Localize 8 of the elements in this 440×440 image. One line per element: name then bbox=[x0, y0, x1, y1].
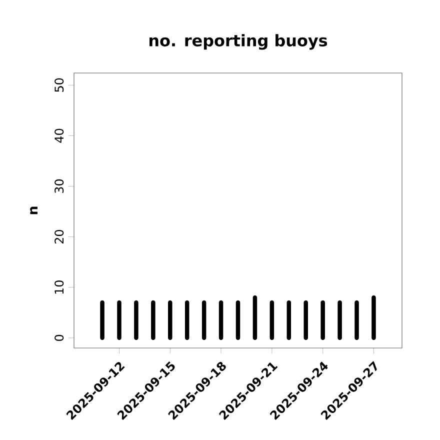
y-tick-label: 30 bbox=[54, 179, 64, 193]
y-tick-label: 10 bbox=[54, 280, 64, 294]
y-tick-label: 0 bbox=[54, 334, 64, 341]
chart-title: no. reporting buoys bbox=[150, 34, 328, 50]
y-tick-label: 40 bbox=[54, 128, 64, 143]
y-tick-label: 50 bbox=[54, 78, 64, 92]
y-axis-title: n bbox=[30, 206, 38, 214]
y-tick-label: 20 bbox=[54, 230, 64, 244]
